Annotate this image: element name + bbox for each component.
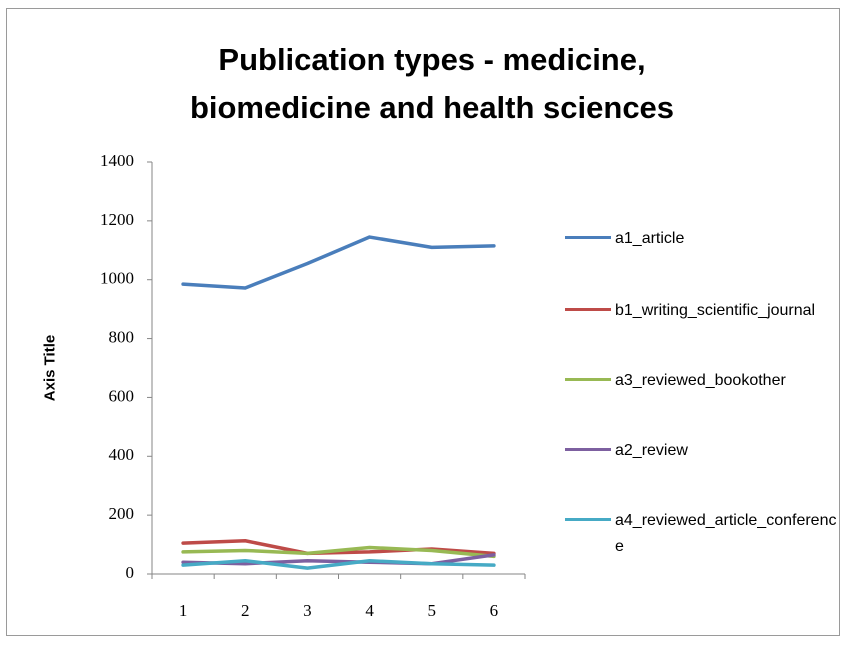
y-tick-label: 0	[126, 563, 135, 582]
legend-swatch	[565, 448, 611, 451]
y-axis-title: Axis Title	[41, 334, 59, 402]
legend-item: a1_article	[565, 226, 840, 252]
legend-label: a1_article	[615, 230, 685, 247]
legend-swatch	[565, 518, 611, 521]
legend-swatch	[565, 378, 611, 381]
x-tick-label: 6	[490, 601, 499, 620]
x-tick-label: 5	[428, 601, 437, 620]
series-line	[181, 559, 496, 570]
x-tick-label: 2	[241, 601, 250, 620]
series-line	[181, 545, 496, 559]
legend-item: b1_writing_scientific_journal	[565, 298, 840, 324]
y-tick-label: 1200	[100, 210, 134, 229]
y-tick-label: 800	[109, 327, 135, 346]
legend-label: a2_review	[615, 442, 688, 459]
x-tick-label: 3	[303, 601, 312, 620]
series-line	[181, 235, 496, 290]
legend-swatch	[565, 308, 611, 311]
chart-frame	[6, 8, 840, 636]
x-tick-label: 4	[365, 601, 374, 620]
y-tick-label: 400	[109, 445, 135, 464]
legend-swatch	[565, 236, 611, 239]
y-tick-label: 600	[109, 386, 135, 405]
x-tick-label: 1	[179, 601, 188, 620]
y-tick-label: 1400	[100, 151, 134, 170]
legend-label: b1_writing_scientific_journal	[615, 302, 816, 319]
legend-item: a3_reviewed_bookother	[565, 368, 840, 394]
legend-item: a4_reviewed_article_conference	[565, 508, 840, 560]
chart-title: Publication types - medicine, biomedicin…	[189, 42, 675, 125]
y-tick-label: 200	[109, 504, 135, 523]
legend-item: a2_review	[565, 438, 840, 464]
legend-label: a4_reviewed_article_conference	[615, 512, 837, 555]
legend-label: a3_reviewed_bookother	[615, 372, 786, 389]
y-tick-label: 1000	[100, 269, 134, 288]
